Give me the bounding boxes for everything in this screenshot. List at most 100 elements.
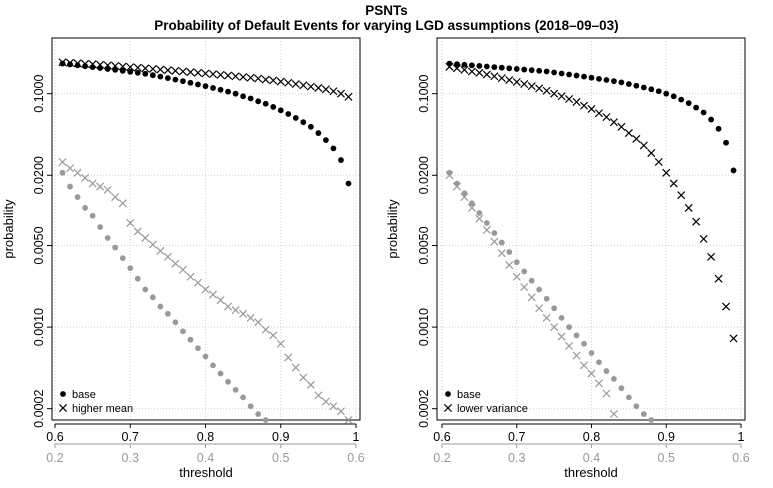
data-point: [669, 179, 678, 188]
data-point: [284, 353, 293, 362]
data-point: [314, 83, 323, 92]
data-point: [491, 230, 498, 236]
data-point: [321, 85, 330, 94]
data-point: [551, 305, 558, 312]
data-point: [460, 193, 469, 202]
x-tick-label-top: 1: [353, 430, 360, 444]
data-point: [625, 81, 632, 87]
data-point: [344, 92, 353, 101]
data-point: [528, 277, 535, 284]
data-point: [284, 78, 293, 87]
data-point: [521, 268, 528, 275]
data-point: [202, 353, 209, 360]
data-point: [247, 95, 254, 102]
data-point: [88, 179, 97, 188]
data-point: [723, 139, 729, 146]
data-point: [201, 285, 210, 294]
data-point: [469, 200, 475, 207]
data-point: [67, 61, 73, 68]
y-tick-label: 0.1000: [417, 75, 431, 113]
data-point: [527, 293, 536, 302]
data-point: [454, 61, 460, 68]
data-point: [475, 68, 484, 77]
data-point: [246, 73, 255, 82]
data-point: [543, 295, 550, 302]
data-point: [59, 60, 66, 67]
data-point: [497, 74, 506, 83]
data-point: [163, 252, 172, 261]
data-point: [497, 249, 506, 258]
series-top-dot: [59, 60, 352, 187]
data-point: [581, 340, 587, 347]
data-point: [490, 237, 499, 246]
data-point: [111, 193, 120, 202]
data-point: [231, 72, 240, 81]
data-point: [186, 272, 195, 281]
data-point: [225, 88, 231, 95]
data-point: [708, 116, 714, 123]
data-point: [195, 345, 201, 352]
data-point: [520, 283, 529, 292]
data-point: [232, 90, 239, 97]
data-point: [81, 173, 90, 182]
data-point: [59, 169, 66, 176]
data-point: [126, 63, 135, 72]
data-point: [149, 294, 156, 301]
data-point: [521, 66, 528, 73]
data-point: [452, 182, 461, 191]
data-point: [490, 72, 499, 81]
data-point: [476, 210, 483, 216]
data-point: [299, 373, 308, 382]
data-point: [632, 134, 641, 143]
data-point: [685, 100, 692, 107]
x-tick-label-bottom: 0.6: [732, 451, 749, 465]
data-point: [587, 369, 596, 378]
data-point: [609, 118, 618, 127]
data-point: [217, 86, 224, 93]
data-point: [639, 141, 648, 150]
legend-label: base: [72, 389, 96, 401]
data-point: [542, 313, 551, 322]
data-point: [112, 66, 119, 73]
data-point: [119, 67, 126, 74]
series-top-dot: [446, 60, 737, 174]
data-point: [573, 332, 580, 339]
data-point: [460, 65, 469, 74]
x-tick-label-top: 0.7: [508, 430, 525, 444]
data-point: [291, 363, 300, 372]
data-point: [498, 64, 505, 71]
series-bottom-cross: [445, 171, 618, 419]
data-point: [469, 62, 475, 69]
x-tick-label-bottom: 0.4: [197, 451, 214, 465]
data-point: [58, 157, 67, 166]
data-point: [119, 255, 126, 262]
x-tick-label-top: 0.9: [272, 430, 289, 444]
legend-marker-dot: [60, 391, 66, 397]
data-point: [195, 81, 201, 88]
y-axis-title: probability: [1, 199, 16, 259]
data-point: [677, 191, 686, 200]
data-point: [329, 402, 338, 411]
data-point: [73, 59, 82, 68]
series-bottom-dot: [446, 169, 655, 423]
data-point: [306, 82, 315, 91]
data-point: [66, 58, 75, 67]
data-point: [483, 220, 490, 226]
data-point: [323, 137, 329, 144]
y-tick-label: 0.0010: [32, 308, 46, 346]
data-point: [512, 272, 521, 281]
data-point: [692, 217, 701, 226]
data-point: [633, 403, 640, 410]
data-point: [210, 85, 216, 91]
data-point: [255, 98, 262, 105]
data-point: [178, 265, 187, 274]
data-point: [187, 336, 194, 343]
x-tick-label-bottom: 0.3: [122, 451, 139, 465]
x-tick-label-top: 0.8: [197, 430, 214, 444]
data-point: [171, 259, 180, 268]
data-point: [285, 111, 292, 117]
data-point: [550, 89, 559, 98]
data-point: [255, 411, 262, 417]
data-point: [239, 309, 248, 318]
